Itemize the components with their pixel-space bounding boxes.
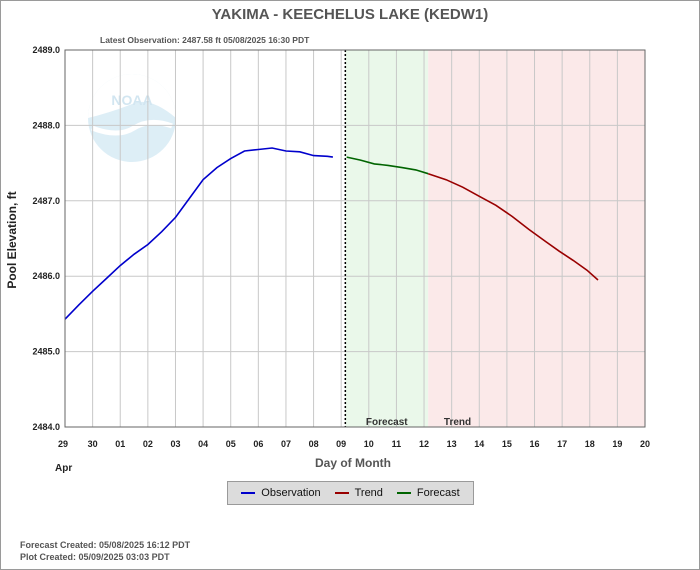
- forecast-region-label: Forecast: [366, 417, 408, 428]
- x-tick-label: 05: [226, 439, 236, 449]
- legend-label-forecast: Forecast: [416, 487, 460, 499]
- x-tick-label: 07: [281, 439, 291, 449]
- plot-border: [64, 49, 646, 428]
- x-tick-label: 03: [170, 439, 180, 449]
- forecast-created-text: Forecast Created: 05/08/2025 16:12 PDT: [20, 540, 191, 550]
- legend-label-trend: Trend: [354, 487, 383, 499]
- latest-observation-text: Latest Observation: 2487.58 ft 05/08/202…: [100, 35, 310, 45]
- x-tick-label: 30: [88, 439, 98, 449]
- y-tick-label: 2486.0: [32, 271, 60, 281]
- noaa-watermark-logo: NOAA: [88, 74, 176, 162]
- legend-swatch-trend: [334, 492, 349, 494]
- x-axis-month-label: Apr: [55, 463, 72, 474]
- x-tick-label: 17: [557, 439, 567, 449]
- legend-swatch-observation: [241, 492, 256, 494]
- y-tick-label: 2489.0: [32, 45, 60, 55]
- x-axis-label: Day of Month: [315, 456, 391, 470]
- trend-region-label: Trend: [444, 417, 471, 428]
- x-tick-label: 15: [502, 439, 512, 449]
- plot-created-text: Plot Created: 05/09/2025 03:03 PDT: [20, 552, 170, 562]
- x-tick-label: 11: [392, 439, 402, 449]
- x-tick-label: 10: [364, 439, 374, 449]
- x-tick-label: 18: [585, 439, 595, 449]
- y-tick-label: 2487.0: [32, 196, 60, 206]
- x-tick-label: 01: [115, 439, 125, 449]
- legend-item-observation: Observation: [241, 487, 321, 499]
- x-tick-label: 02: [143, 439, 153, 449]
- y-axis-label: Pool Elevation, ft: [5, 191, 19, 288]
- series-line-forecast: [346, 156, 429, 175]
- forecast-trend-regions: [345, 50, 645, 427]
- x-tick-label: 13: [447, 439, 457, 449]
- x-tick-label: 14: [474, 439, 484, 449]
- legend-item-forecast: Forecast: [396, 487, 460, 499]
- series-line-observation: [64, 147, 334, 320]
- x-tick-label: 16: [530, 439, 540, 449]
- noaa-watermark-text: NOAA: [111, 92, 152, 108]
- x-tick-label: 29: [58, 439, 68, 449]
- x-axis-ticks: 29 30 01 02 03 04 05 06 07 08 09 10 11 12 13 14 15 16 17 18…: [58, 439, 650, 449]
- series-line-trend: [427, 172, 599, 281]
- x-tick-label: 09: [336, 439, 346, 449]
- region-forecast: [345, 50, 429, 427]
- x-tick-label: 19: [612, 439, 622, 449]
- chart-series: [64, 147, 599, 320]
- legend-swatch-forecast: [396, 492, 411, 494]
- x-tick-label: 06: [253, 439, 263, 449]
- region-trend: [428, 50, 645, 427]
- chart-title: YAKIMA - KEECHELUS LAKE (KEDW1): [212, 6, 488, 23]
- chart-legend: Observation Trend Forecast: [227, 481, 474, 505]
- x-tick-label: 08: [309, 439, 319, 449]
- legend-label-observation: Observation: [261, 487, 321, 499]
- y-axis-ticks: 2484.0 2485.0 2486.0 2487.0 2488.0 2489.0: [32, 45, 60, 432]
- x-tick-label: 04: [198, 439, 208, 449]
- y-tick-label: 2485.0: [32, 347, 60, 357]
- y-tick-label: 2484.0: [32, 422, 60, 432]
- x-tick-label: 20: [640, 439, 650, 449]
- legend-item-trend: Trend: [334, 487, 383, 499]
- y-tick-label: 2488.0: [32, 120, 60, 130]
- x-tick-label: 12: [419, 439, 429, 449]
